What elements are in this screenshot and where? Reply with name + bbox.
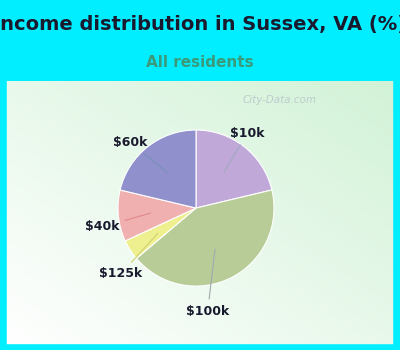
Wedge shape — [136, 190, 274, 286]
Text: $40k: $40k — [85, 213, 151, 233]
Text: $125k: $125k — [100, 233, 158, 280]
Text: City-Data.com: City-Data.com — [243, 95, 317, 105]
Text: $60k: $60k — [113, 136, 167, 173]
Wedge shape — [118, 190, 196, 241]
Text: $10k: $10k — [224, 127, 265, 172]
Wedge shape — [120, 130, 196, 208]
Text: Income distribution in Sussex, VA (%): Income distribution in Sussex, VA (%) — [0, 15, 400, 34]
Wedge shape — [196, 130, 272, 208]
Text: $100k: $100k — [186, 249, 229, 317]
Text: All residents: All residents — [146, 55, 254, 70]
Wedge shape — [125, 208, 196, 258]
